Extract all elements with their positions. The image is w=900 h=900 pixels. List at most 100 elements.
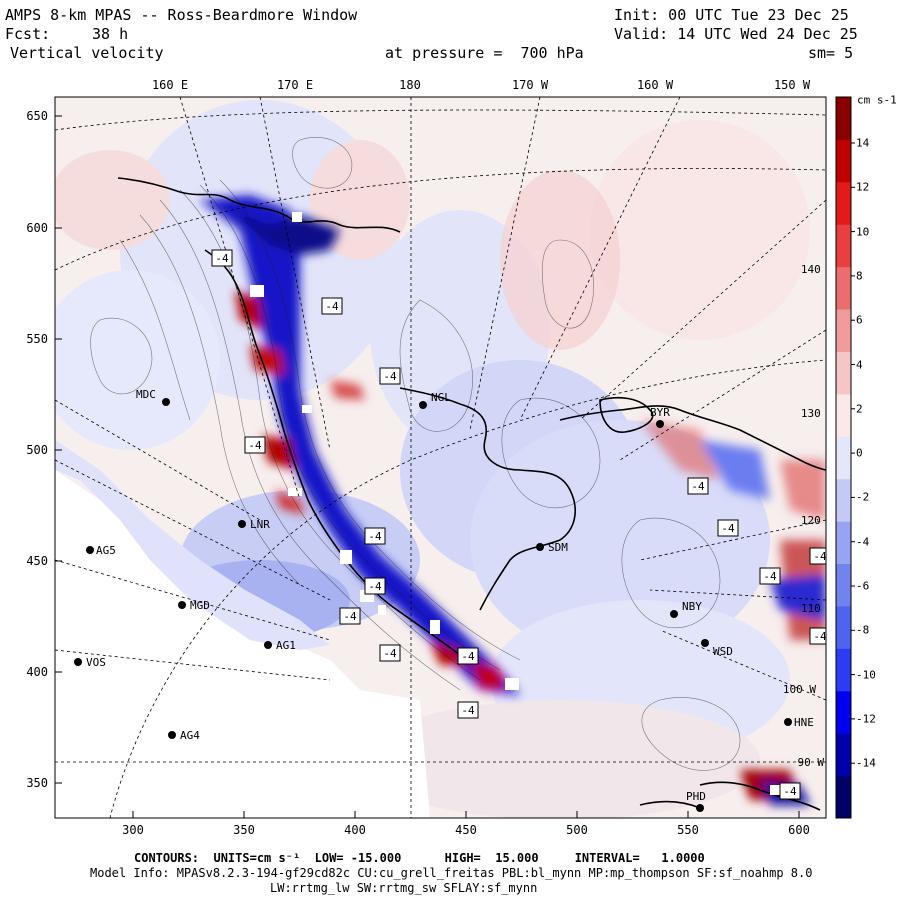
contour-value-box: -4 bbox=[379, 367, 401, 385]
svg-text:NBY: NBY bbox=[682, 600, 702, 613]
svg-text:WSD: WSD bbox=[713, 645, 733, 658]
svg-text:-4: -4 bbox=[813, 630, 827, 643]
model-info: Model Info: MPASv8.2.3-194-gf29cd82c CU:… bbox=[90, 866, 813, 880]
colorbar-band bbox=[836, 351, 851, 395]
colorbar-band bbox=[836, 393, 851, 437]
x-tick-350: 350 bbox=[233, 823, 255, 837]
svg-text:-4: -4 bbox=[383, 370, 397, 383]
colorbar-band bbox=[836, 521, 851, 565]
station-hne: HNE bbox=[784, 716, 814, 729]
y-tick-550: 550 bbox=[26, 332, 48, 346]
init-time: Init: 00 UTC Tue 23 Dec 25 bbox=[614, 6, 849, 24]
contour-value-box: -4 bbox=[244, 436, 266, 454]
contour-value-box: -4 bbox=[809, 547, 826, 565]
svg-text:MDC: MDC bbox=[136, 388, 156, 401]
colorbar-tick: 2 bbox=[856, 402, 863, 416]
svg-text:VOS: VOS bbox=[86, 656, 106, 669]
colorbar-tick: 12 bbox=[856, 180, 870, 194]
edge-lon-label: 140 W bbox=[801, 263, 834, 276]
colorbar-units: cm s-1 bbox=[857, 93, 897, 107]
x-tick-550: 550 bbox=[677, 823, 699, 837]
contour-value-box: -4 bbox=[809, 627, 827, 645]
edge-lon-label: 120 W bbox=[801, 514, 834, 527]
contour-value-box: -4 bbox=[379, 644, 401, 662]
contour-value-box: -4 bbox=[779, 782, 801, 800]
colorbar-band bbox=[836, 436, 851, 480]
forecast-label: Fcst: bbox=[5, 25, 51, 43]
station-mdc: MDC bbox=[136, 388, 170, 406]
edge-lon-label: 90 W bbox=[798, 756, 825, 769]
colorbar-band bbox=[836, 266, 851, 310]
contour-value-box: -4 bbox=[687, 477, 709, 495]
physics-info: LW:rrtmg_lw SW:rrtmg_sw SFLAY:sf_mynn bbox=[270, 881, 538, 895]
svg-text:LNR: LNR bbox=[250, 518, 270, 531]
lon-label-170w: 170 W bbox=[511, 78, 549, 92]
plot-area: -4 -4 -4 -4 -4 -4 -4 -4 -4 -4 -4 -4 -4 -4 -4 -4 MDC NGL L… bbox=[55, 97, 834, 818]
colorbar-band bbox=[836, 97, 851, 140]
contour-value-box: -4 bbox=[211, 249, 233, 267]
station-sdm: SDM bbox=[536, 541, 568, 554]
variable-name: Vertical velocity bbox=[10, 44, 164, 62]
x-tick-300: 300 bbox=[122, 823, 144, 837]
contour-value-box: -4 bbox=[364, 527, 386, 545]
svg-text:NGL: NGL bbox=[431, 391, 451, 404]
colorbar-band bbox=[836, 775, 851, 819]
svg-text:AG1: AG1 bbox=[276, 639, 296, 652]
station-ngl: NGL bbox=[419, 391, 451, 409]
svg-text:-4: -4 bbox=[248, 439, 262, 452]
svg-text:AG4: AG4 bbox=[180, 729, 200, 742]
colorbar-tick: 6 bbox=[856, 313, 863, 327]
colorbar-tick: -6 bbox=[856, 579, 870, 593]
valid-time: Valid: 14 UTC Wed 24 Dec 25 bbox=[614, 25, 858, 43]
svg-text:-4: -4 bbox=[763, 570, 777, 583]
colorbar-tick: 10 bbox=[856, 225, 870, 239]
svg-text:MGD: MGD bbox=[190, 599, 210, 612]
colorbar-tick: -10 bbox=[856, 668, 876, 682]
station-markers: MDC NGL LNR AG5 MGD AG1 VOS AG4 SDM NBY WSD PHD BYR H… bbox=[74, 388, 814, 812]
forecast-hour: 38 h bbox=[92, 25, 129, 43]
svg-text:-4: -4 bbox=[783, 785, 797, 798]
station-byr: BYR bbox=[650, 406, 670, 428]
edge-longitude-labels: 140 W 130 W 120 W 110 W 100 W 90 W bbox=[783, 263, 834, 769]
colorbar-tick: 8 bbox=[856, 269, 863, 283]
contour-value-box: -4 bbox=[457, 701, 479, 719]
station-phd: PHD bbox=[686, 790, 706, 812]
station-ag1: AG1 bbox=[264, 639, 296, 652]
svg-text:-4: -4 bbox=[215, 252, 229, 265]
lon-label-150w: 150 W bbox=[773, 78, 811, 92]
svg-text:-4: -4 bbox=[368, 530, 382, 543]
y-tick-600: 600 bbox=[26, 221, 48, 235]
pressure-level: at pressure = 700 hPa bbox=[385, 44, 584, 62]
edge-lon-label: 110 W bbox=[801, 602, 834, 615]
edge-lon-label: 130 W bbox=[801, 407, 834, 420]
station-ag5: AG5 bbox=[86, 544, 116, 557]
colorbar-tick: -14 bbox=[856, 756, 876, 770]
colorbar-tick: -4 bbox=[856, 535, 870, 549]
colorbar-band bbox=[836, 690, 851, 734]
colorbar-band bbox=[836, 648, 851, 692]
smoothing-value: sm= 5 bbox=[808, 44, 854, 62]
plot-frame bbox=[54, 96, 827, 819]
colorbar-band bbox=[836, 139, 851, 183]
station-vos: VOS bbox=[74, 656, 106, 669]
colorbar-band bbox=[836, 478, 851, 522]
station-mgd: MGD bbox=[178, 599, 210, 612]
x-tick-600: 600 bbox=[788, 823, 810, 837]
contour-value-box: -4 bbox=[759, 567, 781, 585]
map-title: AMPS 8-km MPAS -- Ross-Beardmore Window bbox=[5, 6, 358, 24]
colorbar-band bbox=[836, 733, 851, 777]
colorbar-tick: -8 bbox=[856, 623, 870, 637]
svg-text:-4: -4 bbox=[691, 480, 705, 493]
coastlines bbox=[117, 177, 826, 811]
lon-label-170e: 170 E bbox=[276, 78, 314, 92]
colorbar bbox=[835, 96, 855, 819]
colorbar-band bbox=[836, 181, 851, 225]
contour-value-box: -4 bbox=[457, 647, 479, 665]
svg-text:-4: -4 bbox=[325, 300, 339, 313]
svg-text:AG5: AG5 bbox=[96, 544, 116, 557]
colorbar-tick: -2 bbox=[856, 490, 870, 504]
lon-label-180: 180 bbox=[399, 78, 421, 92]
lon-label-160w: 160 W bbox=[636, 78, 674, 92]
contour-info: CONTOURS: UNITS=cm s⁻¹ LOW= -15.000 HIGH… bbox=[134, 851, 705, 865]
x-tick-450: 450 bbox=[455, 823, 477, 837]
